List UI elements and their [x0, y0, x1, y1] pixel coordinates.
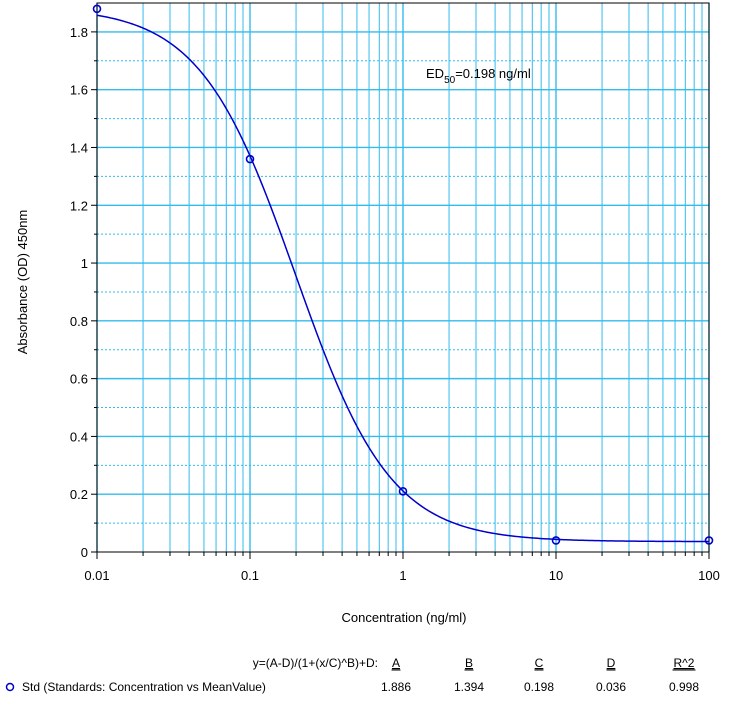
data-point — [398, 487, 408, 496]
fit-value: 1.886 — [381, 680, 411, 694]
ed50-annotation: ED50=0.198 ng/ml — [426, 66, 531, 86]
grid — [96, 3, 710, 552]
y-tick-label: 1.4 — [70, 140, 88, 155]
x-axis-title: Concentration (ng/ml) — [342, 610, 467, 625]
data-point — [92, 4, 102, 14]
axis-ticks: 0 0.2 0.4 0.6 0.8 1 1.2 1.4 1.6 1.8 0.01 0.1 1 10 100 — [70, 25, 720, 583]
y-tick-label: 0.6 — [70, 372, 88, 387]
y-tick-label: 1.8 — [70, 25, 88, 40]
y-tick-label: 0 — [81, 545, 88, 560]
x-tick-label: 0.1 — [241, 568, 259, 583]
fit-header: C — [535, 656, 544, 670]
data-point — [704, 536, 714, 545]
x-tick-label: 100 — [698, 568, 720, 583]
y-tick-label: 1.6 — [70, 83, 88, 98]
legend-label: Std (Standards: Concentration vs MeanVal… — [22, 680, 266, 694]
fit-value: 0.198 — [524, 680, 554, 694]
fit-header: A — [392, 656, 400, 670]
fit-header: D — [607, 656, 616, 670]
fit-table-headers: A B C D R^2 — [391, 656, 696, 671]
fit-header: R^2 — [674, 656, 695, 670]
y-tick-label: 0.2 — [70, 487, 88, 502]
fit-table-values: 1.886 1.394 0.198 0.036 0.998 — [381, 680, 699, 694]
data-point — [245, 154, 255, 164]
fit-curve — [96, 14, 710, 543]
fit-equation: y=(A-D)/(1+(x/C)^B)+D: — [253, 656, 378, 670]
fit-value: 1.394 — [454, 680, 484, 694]
fit-header: B — [465, 656, 473, 670]
y-tick-label: 0.8 — [70, 314, 88, 329]
fit-value: 0.036 — [596, 680, 626, 694]
x-tick-label: 1 — [399, 568, 406, 583]
y-axis-title: Absorbance (OD) 450nm — [15, 210, 30, 355]
x-tick-label: 10 — [549, 568, 563, 583]
y-tick-label: 0.4 — [70, 429, 88, 444]
legend-marker — [5, 682, 15, 692]
data-points — [92, 4, 714, 545]
y-tick-label: 1.2 — [70, 198, 88, 213]
y-tick-label: 1 — [81, 256, 88, 271]
fit-table-row: Std (Standards: Concentration vs MeanVal… — [5, 680, 266, 694]
x-tick-label: 0.01 — [84, 568, 109, 583]
fit-value: 0.998 — [669, 680, 699, 694]
data-point — [551, 536, 561, 545]
